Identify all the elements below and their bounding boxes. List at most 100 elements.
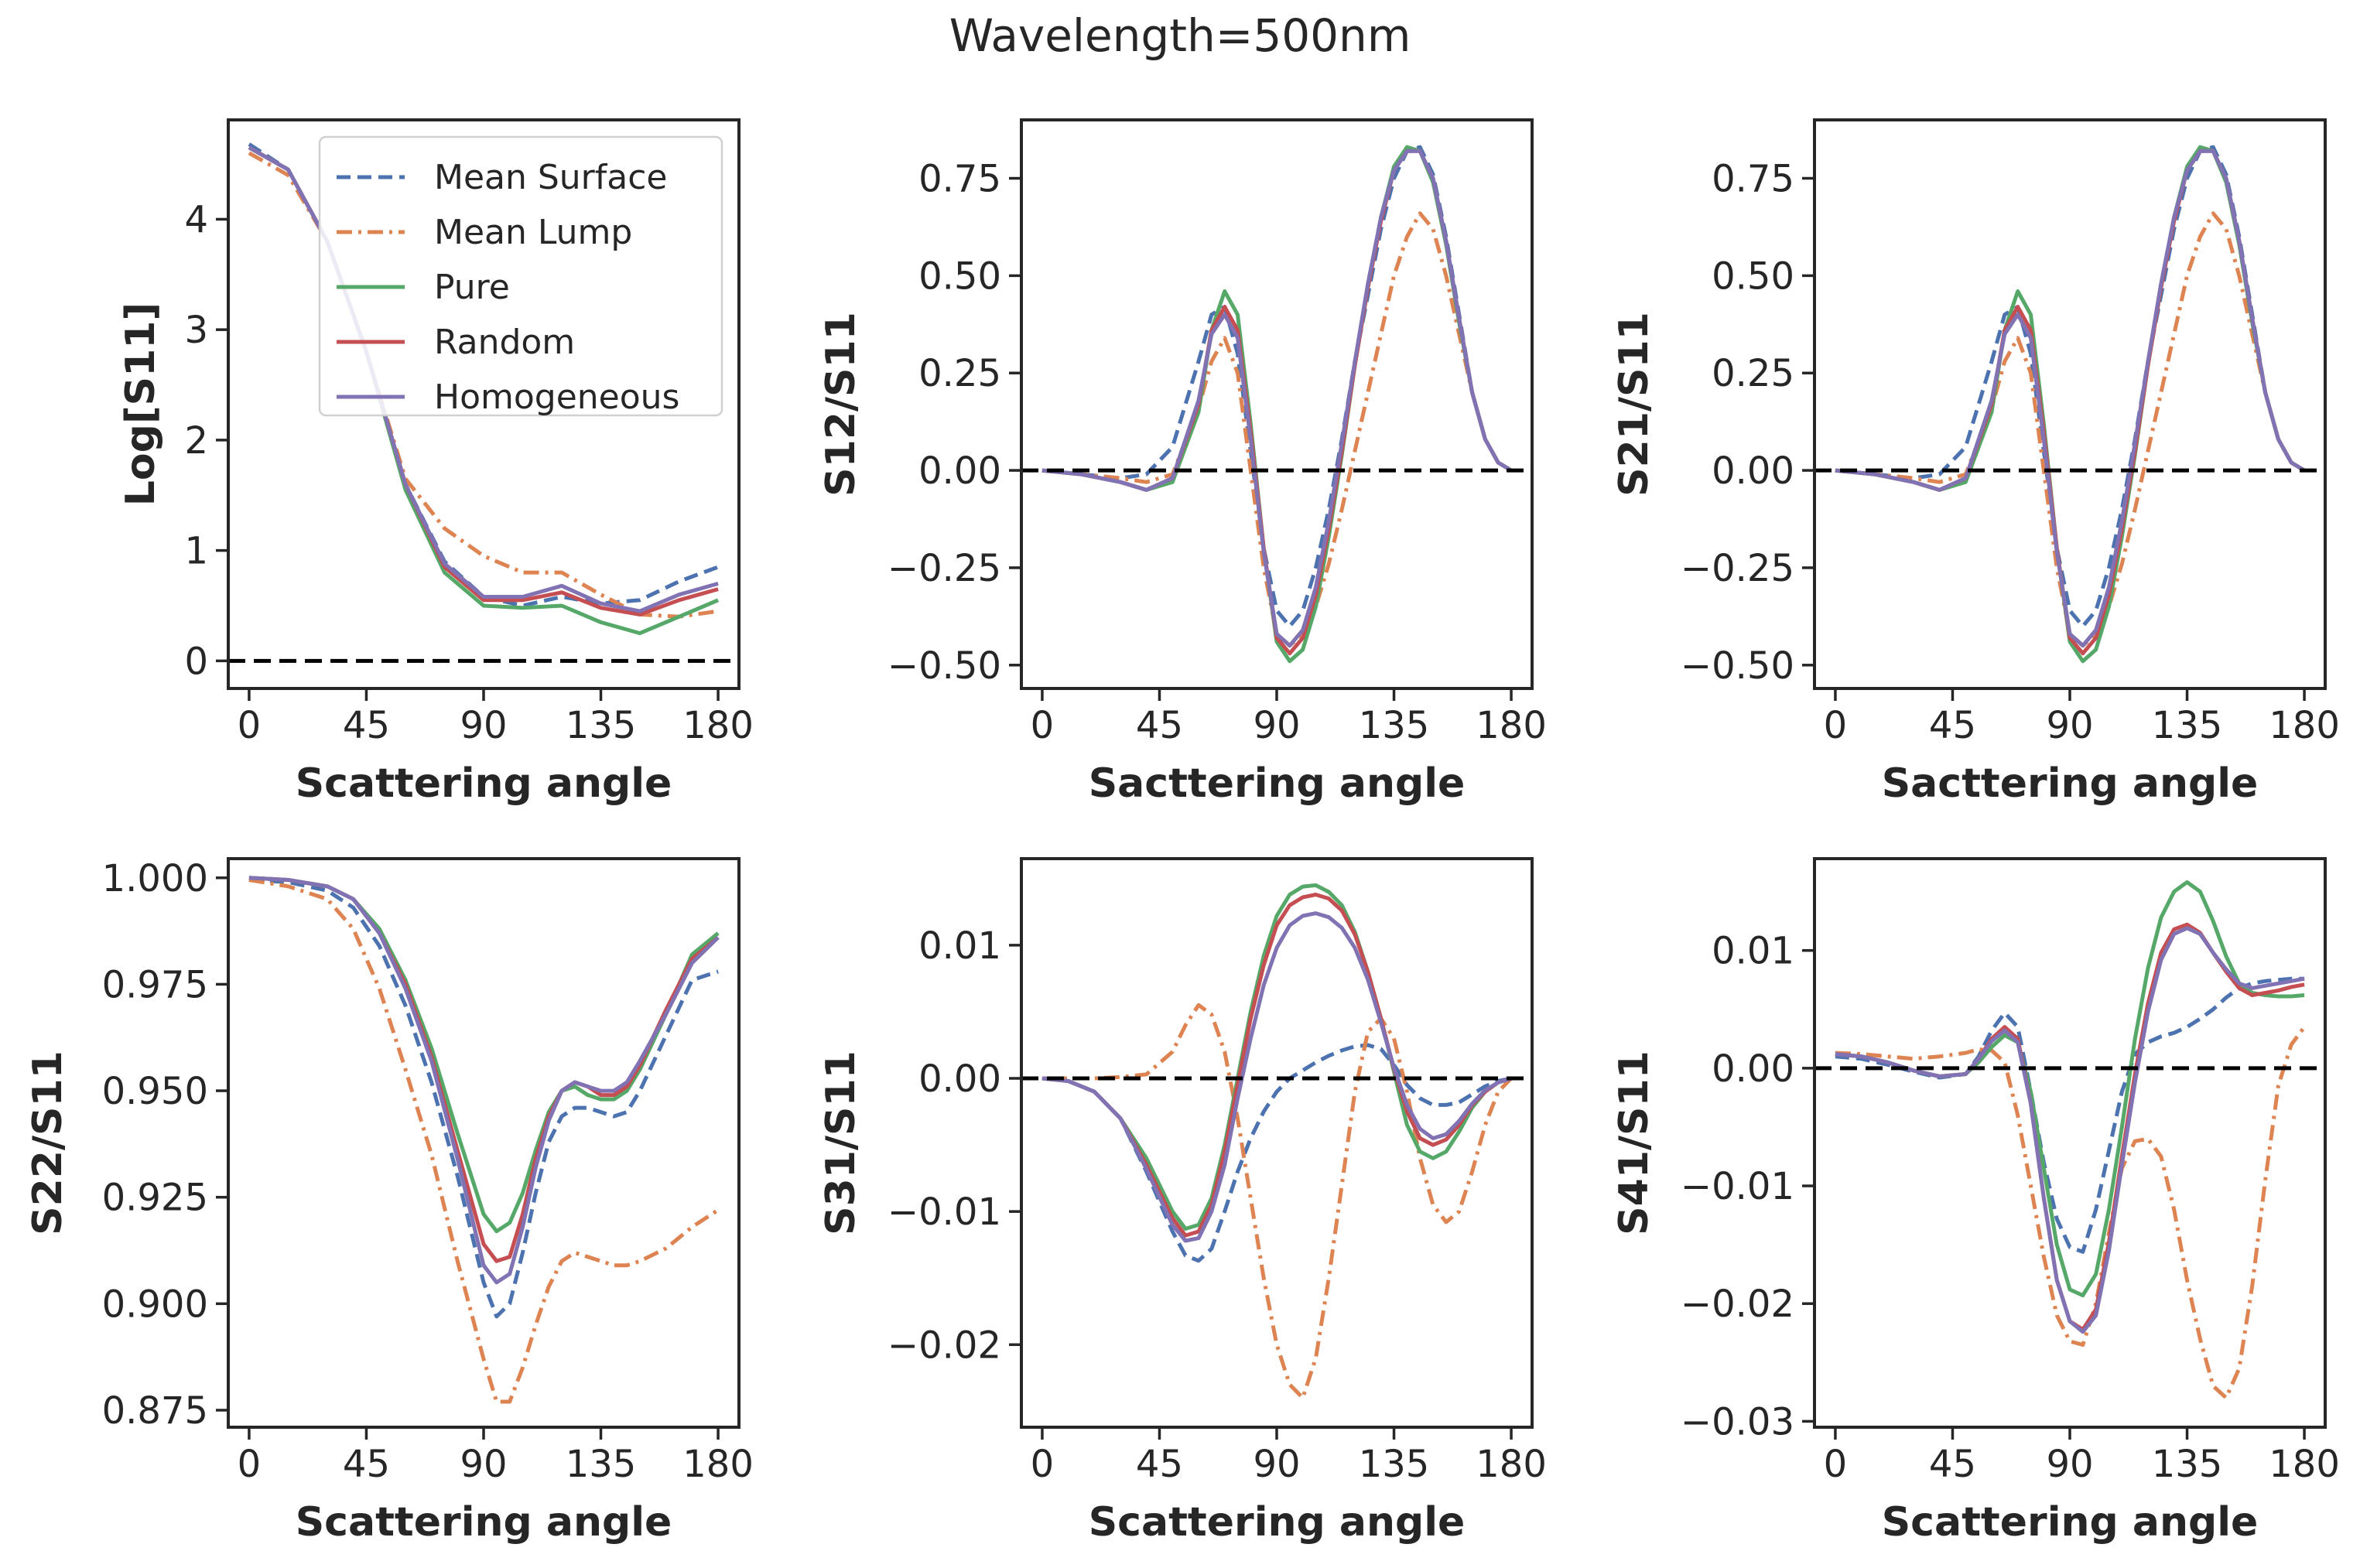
series-pure xyxy=(1835,880,2305,1298)
x-axis-label: Scattering angle xyxy=(1882,1499,2259,1546)
x-tick-label: 90 xyxy=(460,704,507,747)
x-tick-label: 135 xyxy=(2152,1443,2223,1486)
x-tick-label: 180 xyxy=(682,704,754,747)
y-tick-label: 0.00 xyxy=(918,449,1001,493)
x-tick-label: 45 xyxy=(1929,1443,1976,1486)
y-tick-label: 0.875 xyxy=(102,1389,208,1433)
series-random xyxy=(1835,922,2305,1332)
legend-entry: Random xyxy=(434,323,575,362)
y-axis-label: Log[S11] xyxy=(118,302,164,506)
axes-frame xyxy=(227,857,740,1429)
series-random xyxy=(248,876,720,1263)
legend-box xyxy=(318,135,723,417)
x-tick-label: 45 xyxy=(343,704,390,747)
y-tick-label: 0.50 xyxy=(1712,255,1794,298)
panel-s41-s11: 0 45 90 135 180 −0.03 −0.02 −0.01 0.00 0.01 Scatte… xyxy=(1611,857,2340,1546)
panels: 0 45 90 135 180 0 1 2 3 4 Scattering angle Log[S11]… xyxy=(25,118,2340,1546)
series-mean-lump xyxy=(1835,1026,2307,1400)
y-tick-label: −0.25 xyxy=(888,547,1001,590)
y-tick-label: 0.25 xyxy=(918,352,1001,395)
x-axis-label: Scattering angle xyxy=(1089,1499,1466,1546)
x-axis-label: Scattering angle xyxy=(296,760,672,807)
series-pure xyxy=(1041,883,1512,1231)
x-axis-label: Scattering angle xyxy=(296,1499,672,1546)
y-tick-label: 1 xyxy=(184,530,208,573)
x-tick-label: 90 xyxy=(1253,704,1300,747)
x-tick-label: 90 xyxy=(2046,1443,2093,1486)
series-homogeneous xyxy=(1835,926,2305,1334)
y-tick-label: −0.03 xyxy=(1681,1400,1794,1443)
y-tick-label: 0.00 xyxy=(1712,1047,1794,1091)
y-tick-label: 0.75 xyxy=(1712,158,1794,201)
series-group xyxy=(1041,145,1513,664)
series-homogeneous xyxy=(1041,149,1513,648)
panel-s22-s11: 0 45 90 135 180 0.875 0.900 0.925 0.950 0.975 1.00… xyxy=(25,857,754,1546)
panel-log-s11: 0 45 90 135 180 0 1 2 3 4 Scattering angle Log[S11]… xyxy=(118,118,754,807)
x-tick-label: 180 xyxy=(682,1443,754,1486)
y-tick-label: 0.00 xyxy=(1712,449,1794,493)
series-pure xyxy=(248,876,720,1234)
x-tick-label: 135 xyxy=(566,704,637,747)
series-mean-lump xyxy=(1835,211,2306,648)
x-tick-label: 45 xyxy=(1136,1443,1183,1486)
axes-frame xyxy=(1020,857,1534,1429)
y-tick-label: 0.925 xyxy=(102,1177,208,1220)
y-tick-label: 0.01 xyxy=(918,924,1001,968)
x-tick-label: 135 xyxy=(566,1443,637,1486)
series-mean-surface xyxy=(1041,1043,1512,1263)
series-mean-lump xyxy=(1041,1003,1513,1400)
x-tick-label: 90 xyxy=(1253,1443,1300,1486)
x-tick-label: 180 xyxy=(1476,704,1547,747)
series-group xyxy=(1041,883,1513,1400)
panel-s31-s11: 0 45 90 135 180 −0.02 −0.01 0.00 0.01 Scattering … xyxy=(818,857,1547,1546)
y-tick-label: 4 xyxy=(184,198,208,241)
x-tick-label: 0 xyxy=(238,704,262,747)
x-tick-label: 90 xyxy=(460,1443,507,1486)
y-tick-label: 0.75 xyxy=(918,158,1001,201)
figure-title: Wavelength=500nm xyxy=(949,9,1411,62)
series-group xyxy=(1835,880,2307,1400)
legend-entry: Mean Surface xyxy=(434,158,668,197)
y-tick-label: −0.50 xyxy=(888,644,1001,688)
x-tick-label: 0 xyxy=(1824,704,1848,747)
x-tick-label: 45 xyxy=(1136,704,1183,747)
x-axis-label: Sacttering angle xyxy=(1882,760,2259,807)
series-homogeneous xyxy=(1041,911,1512,1243)
series-mean-surface xyxy=(1835,976,2305,1254)
y-tick-label: −0.02 xyxy=(1681,1283,1794,1326)
y-axis-label: S41/S11 xyxy=(1611,1050,1657,1235)
y-axis-label: S31/S11 xyxy=(818,1050,864,1235)
series-homogeneous xyxy=(1835,149,2306,648)
y-tick-label: 0.00 xyxy=(918,1057,1001,1101)
x-tick-label: 0 xyxy=(1031,1443,1055,1486)
y-tick-label: −0.50 xyxy=(1681,644,1794,688)
x-axis-label: Sacttering angle xyxy=(1089,760,1466,807)
y-tick-label: −0.01 xyxy=(1681,1165,1794,1208)
x-tick-label: 135 xyxy=(2152,704,2223,747)
y-tick-label: −0.02 xyxy=(888,1324,1001,1367)
x-tick-label: 45 xyxy=(1929,704,1976,747)
legend: Mean Surface Mean Lump Pure Random Homogeneo… xyxy=(318,135,723,417)
series-group xyxy=(1835,145,2306,664)
series-mean-surface xyxy=(248,878,719,1319)
y-tick-label: 1.000 xyxy=(102,857,208,900)
x-tick-label: 135 xyxy=(1359,1443,1430,1486)
legend-entry: Mean Lump xyxy=(434,213,632,252)
y-tick-label: 0 xyxy=(184,640,208,683)
y-tick-label: 2 xyxy=(184,419,208,463)
y-tick-label: −0.01 xyxy=(888,1191,1001,1234)
series-homogeneous xyxy=(248,876,720,1285)
x-tick-label: 90 xyxy=(2046,704,2093,747)
panel-s12-s11: 0 45 90 135 180 −0.50 −0.25 0.00 0.25 0.50 0.75 Sac… xyxy=(818,118,1547,807)
panel-s21-s11: 0 45 90 135 180 −0.50 −0.25 0.00 0.25 0.50 0.75 Sac… xyxy=(1611,118,2340,807)
y-axis-label: S12/S11 xyxy=(818,312,864,497)
series-mean-lump xyxy=(1041,211,1513,648)
y-tick-label: −0.25 xyxy=(1681,547,1794,590)
y-tick-label: 0.25 xyxy=(1712,352,1794,395)
y-tick-label: 0.50 xyxy=(918,255,1001,298)
y-tick-label: 0.01 xyxy=(1712,930,1794,973)
x-tick-label: 0 xyxy=(238,1443,262,1486)
x-tick-label: 180 xyxy=(1476,1443,1547,1486)
x-tick-label: 180 xyxy=(2269,704,2340,747)
